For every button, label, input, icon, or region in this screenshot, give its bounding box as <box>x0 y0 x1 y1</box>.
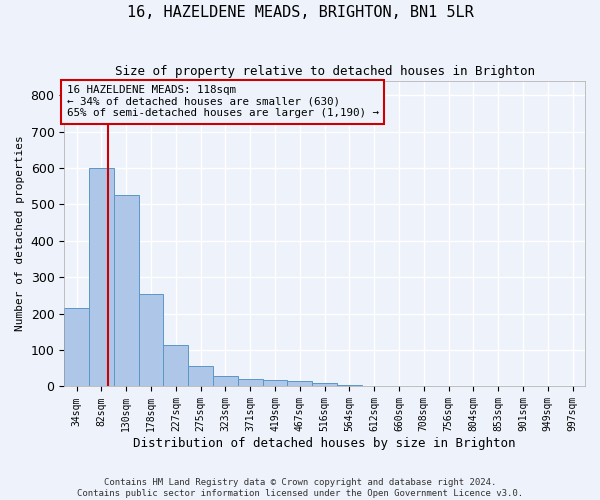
Bar <box>89 168 114 386</box>
Bar <box>238 379 263 386</box>
Text: Contains HM Land Registry data © Crown copyright and database right 2024.
Contai: Contains HM Land Registry data © Crown c… <box>77 478 523 498</box>
Bar <box>263 380 287 386</box>
Bar <box>337 384 362 386</box>
Bar <box>114 196 139 386</box>
Y-axis label: Number of detached properties: Number of detached properties <box>15 136 25 332</box>
Bar <box>188 366 213 386</box>
Text: 16 HAZELDENE MEADS: 118sqm
← 34% of detached houses are smaller (630)
65% of sem: 16 HAZELDENE MEADS: 118sqm ← 34% of deta… <box>67 85 379 118</box>
Bar <box>139 294 163 386</box>
Text: 16, HAZELDENE MEADS, BRIGHTON, BN1 5LR: 16, HAZELDENE MEADS, BRIGHTON, BN1 5LR <box>127 5 473 20</box>
X-axis label: Distribution of detached houses by size in Brighton: Distribution of detached houses by size … <box>133 437 516 450</box>
Bar <box>64 308 89 386</box>
Title: Size of property relative to detached houses in Brighton: Size of property relative to detached ho… <box>115 65 535 78</box>
Bar <box>312 383 337 386</box>
Bar <box>163 344 188 387</box>
Bar <box>287 381 312 386</box>
Bar <box>213 376 238 386</box>
